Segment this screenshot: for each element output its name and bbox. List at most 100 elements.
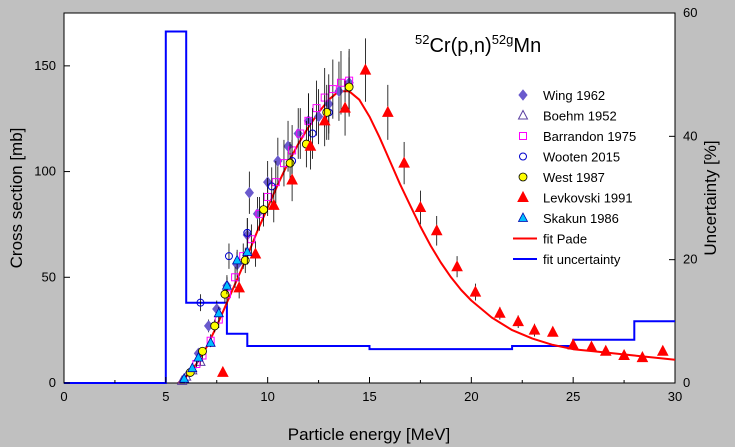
barrandon-1975-point: [263, 192, 272, 201]
legend-swatch-levkovski-1991: [517, 190, 529, 202]
x-tick-label: 5: [162, 389, 169, 404]
levkovski-1991-point: [636, 351, 649, 363]
barrandon-1975-point: [231, 273, 240, 282]
levkovski-1991-point: [528, 323, 541, 335]
levkovski-1991-point: [249, 247, 262, 259]
levkovski-1991-point: [286, 173, 298, 185]
west-1987-point: [220, 289, 230, 299]
levkovski-1991-point: [339, 101, 351, 113]
legend-label-fit-uncertainty: fit uncertainty: [543, 252, 621, 267]
skakun-1986-point: [178, 372, 190, 383]
skakun-1986-point: [231, 254, 243, 265]
west-1987-point: [198, 346, 207, 356]
title-reaction: Cr(p,n): [429, 35, 491, 57]
legend-label-west-1987: West 1987: [543, 170, 605, 185]
levkovski-1991-point: [359, 63, 372, 75]
west-1987-point: [322, 107, 332, 117]
wooten-2015-point: [308, 129, 317, 138]
levkovski-1991-point: [217, 365, 229, 377]
levkovski-1991-point: [233, 281, 245, 293]
levkovski-1991-point: [304, 139, 317, 151]
legend-swatch-boehm-1952: [517, 109, 529, 120]
title-mass-number-1: 52: [415, 32, 429, 47]
barrandon-1975-point: [296, 129, 305, 138]
levkovski-1991-point: [656, 344, 669, 356]
legend-label-fit-pade: fit Pade: [543, 232, 587, 247]
levkovski-1991-point: [398, 156, 410, 168]
x-tick-label: 0: [60, 389, 67, 404]
west-1987-point: [285, 158, 295, 168]
y-tick-label: 150: [34, 58, 56, 73]
levkovski-1991-point: [494, 306, 506, 318]
levkovski-1991-point: [414, 200, 427, 213]
fit-layer: [177, 90, 676, 384]
skakun-1986-point: [205, 336, 216, 347]
y2-tick-label: 0: [683, 375, 690, 390]
x-tick-label: 10: [260, 389, 274, 404]
legend-label-barrandon-1975: Barrandon 1975: [543, 129, 636, 144]
levkovski-1991-point: [618, 348, 630, 361]
levkovski-1991-point: [382, 105, 394, 117]
levkovski-1991-point: [469, 285, 482, 297]
levkovski-1991-point: [567, 338, 579, 350]
y2-tick-label: 20: [683, 252, 697, 267]
legend: Wing 1962 Boehm 1952 Barrandon 1975 Wooten …: [513, 88, 636, 267]
y-tick-label: 100: [34, 164, 56, 179]
y2-axis-label: Uncertainty [%]: [701, 140, 720, 255]
west-1987-point: [240, 255, 250, 265]
skakun-1986-point: [193, 351, 204, 362]
barrandon-1975-point: [336, 78, 345, 87]
fit-pade-line: [177, 90, 676, 384]
legend-label-boehm-1952: Boehm 1952: [543, 109, 617, 124]
x-tick-label: 20: [464, 389, 478, 404]
wooten-2015-point: [224, 252, 233, 261]
west-1987-point: [344, 82, 354, 92]
legend-swatch-west-1987: [518, 172, 528, 182]
chart-title: 52Cr(p,n)52gMn: [415, 32, 541, 57]
uncertainty-layer: [64, 30, 675, 384]
wing-1962-point: [244, 186, 254, 199]
barrandon-1975-point: [247, 235, 256, 244]
skakun-1986-point: [187, 362, 198, 373]
west-1987-point: [259, 205, 268, 215]
levkovski-1991-point: [430, 224, 443, 236]
legend-label-wing-1962: Wing 1962: [543, 88, 605, 103]
y-axis-label: Cross section [mb]: [7, 128, 26, 269]
levkovski-1991-point: [512, 315, 525, 327]
legend-swatch-skakun-1986: [517, 212, 529, 222]
skakun-1986-point: [242, 246, 253, 256]
points-layer: [176, 38, 669, 385]
y-tick-label: 50: [42, 269, 56, 284]
barrandon-1975-point: [304, 116, 313, 125]
y2-tick-label: 60: [683, 5, 697, 20]
levkovski-1991-point: [451, 260, 463, 272]
barrandon-1975-point: [271, 178, 280, 187]
barrandon-1975-point: [312, 104, 321, 113]
wooten-2015-point: [243, 228, 252, 237]
west-1987-point: [210, 321, 220, 331]
levkovski-1991-point: [267, 198, 280, 210]
skakun-1986-point: [213, 307, 224, 318]
x-tick-label: 25: [566, 389, 580, 404]
levkovski-1991-point: [585, 340, 598, 352]
levkovski-1991-point: [599, 344, 612, 356]
legend-swatch-wing-1962: [518, 89, 528, 101]
title-product: Mn: [513, 35, 541, 57]
y-tick-label: 0: [49, 375, 56, 390]
legend-label-wooten-2015: Wooten 2015: [543, 150, 620, 165]
legend-swatch-barrandon-1975: [519, 132, 527, 140]
uncertainty-step-line: [64, 30, 675, 384]
levkovski-1991-point: [318, 114, 331, 126]
barrandon-1975-point: [328, 85, 337, 94]
y2-tick-label: 40: [683, 128, 697, 143]
x-tick-label: 30: [668, 389, 682, 404]
skakun-1986-point: [221, 279, 233, 290]
legend-swatch-wooten-2015: [519, 152, 527, 161]
levkovski-1991-point: [546, 325, 559, 337]
wooten-2015-point: [196, 298, 205, 307]
wooten-2015-point: [267, 182, 276, 191]
x-axis-label: Particle energy [MeV]: [288, 425, 451, 444]
